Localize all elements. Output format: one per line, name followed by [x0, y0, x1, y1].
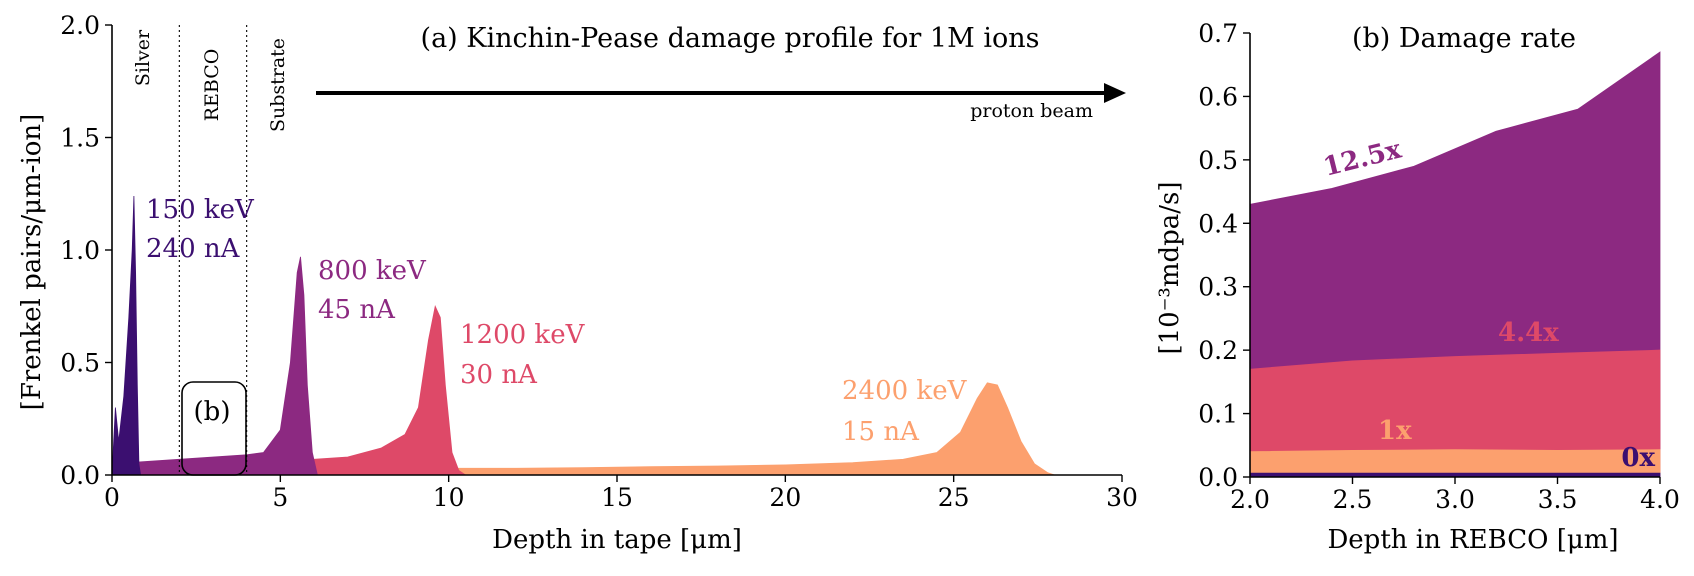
- panel-b-title: (b) Damage rate: [1352, 23, 1576, 54]
- annot-150kev-current: 240 nA: [146, 234, 241, 264]
- panel-b-plot-areas: [1249, 51, 1661, 478]
- panel-b-y-tick-label: 0.0: [1198, 463, 1238, 492]
- panel-a-y-tick-label: 1.0: [60, 236, 100, 265]
- panel-a-y-tick-label: 1.5: [60, 124, 100, 153]
- panel-b: 2.0 2.5 3.0 3.5 4.00.00.10.20.30.40.50.60.7 …: [1155, 19, 1680, 555]
- label-1x: 1x: [1378, 416, 1412, 446]
- panel-a-x-tick-label: 30: [1106, 483, 1138, 512]
- panel-a-plot-areas: [111, 195, 1055, 476]
- panel-a-x-tick-label: 25: [938, 483, 970, 512]
- label-0x: 0x: [1621, 443, 1655, 473]
- annot-800kev-energy: 800 keV: [318, 256, 427, 286]
- panel-a: Silver REBCO Substrate 0 5 10 15 20 25 30 0.0 0.5 1…: [17, 11, 1138, 555]
- panel-b-y-tick-label: 0.7: [1198, 19, 1238, 48]
- panel-a-x-tick-label: 10: [433, 483, 465, 512]
- panel-b-y-tick-label: 0.2: [1198, 336, 1238, 365]
- panel-b-area-1x: [1249, 449, 1661, 478]
- annot-1200kev-energy: 1200 keV: [460, 320, 586, 350]
- panel-b-y-tick-label: 0.1: [1198, 400, 1238, 429]
- panel-a-annotations: 150 keV 240 nA 800 keV 45 nA 1200 keV 30…: [146, 195, 968, 447]
- panel-a-y-axis-label: [Frenkel pairs/μm-ion]: [17, 114, 47, 411]
- inset-box: [181, 381, 247, 476]
- label-4-4x: 4.4x: [1498, 318, 1559, 348]
- panel-a-region-lines: Silver REBCO Substrate: [132, 25, 289, 475]
- panel-b-x-tick-label: 2.0: [1230, 485, 1270, 514]
- region-label-substrate: Substrate: [267, 38, 289, 132]
- panel-b-axes: 2.0 2.5 3.0 3.5 4.0 0.0 0.1 0.2 0.3 0.4 0.5 0.6 0.7: [1198, 19, 1680, 514]
- annot-2400kev-current: 15 nA: [842, 417, 920, 447]
- annot-150kev-energy: 150 keV: [146, 195, 255, 225]
- panel-b-y-tick-label: 0.6: [1198, 82, 1238, 111]
- beam-arrow: [316, 83, 1126, 103]
- panel-a-y-tick-label: 0.0: [60, 461, 100, 490]
- panel-b-x-tick-label: 3.0: [1435, 485, 1475, 514]
- panel-b-y-tick-label: 0.3: [1198, 273, 1238, 302]
- annot-1200kev-current: 30 nA: [460, 360, 538, 390]
- region-label-rebco: REBCO: [201, 49, 223, 122]
- panel-a-x-axis-label: Depth in tape [μm]: [492, 525, 742, 555]
- beam-label: proton beam: [970, 100, 1093, 122]
- region-label-silver: Silver: [132, 29, 154, 86]
- panel-a-x-tick-label: 20: [769, 483, 801, 512]
- panel-a-area-800-kev: [111, 256, 318, 476]
- panel-a-axes: 0 5 10 15 20 25 30 0.0 0.5 1.0 1.5 2.0: [60, 11, 1138, 512]
- inset-label: (b): [194, 397, 231, 427]
- panel-b-x-tick-label: 2.5: [1333, 485, 1373, 514]
- panel-a-title: (a) Kinchin-Pease damage profile for 1M …: [421, 23, 1040, 54]
- panel-a-y-tick-label: 0.5: [60, 349, 100, 378]
- panel-b-x-tick-label: 3.5: [1538, 485, 1578, 514]
- panel-a-y-tick-label: 2.0: [60, 11, 100, 40]
- panel-a-area-150-kev: [111, 195, 142, 476]
- panel-b-x-tick-label: 4.0: [1640, 485, 1680, 514]
- annot-800kev-current: 45 nA: [318, 295, 396, 325]
- panel-a-x-tick-label: 0: [104, 483, 120, 512]
- panel-a-x-tick-label: 5: [272, 483, 288, 512]
- annot-2400kev-energy: 2400 keV: [842, 376, 968, 406]
- beam-arrow-head: [1104, 83, 1126, 103]
- panel-b-y-axis-label: [10⁻³mdpa/s]: [1155, 181, 1185, 354]
- panel-a-x-tick-label: 15: [601, 483, 633, 512]
- panel-b-x-axis-label: Depth in REBCO [μm]: [1327, 525, 1618, 555]
- panel-b-y-tick-label: 0.5: [1198, 146, 1238, 175]
- panel-b-y-tick-label: 0.4: [1198, 209, 1238, 238]
